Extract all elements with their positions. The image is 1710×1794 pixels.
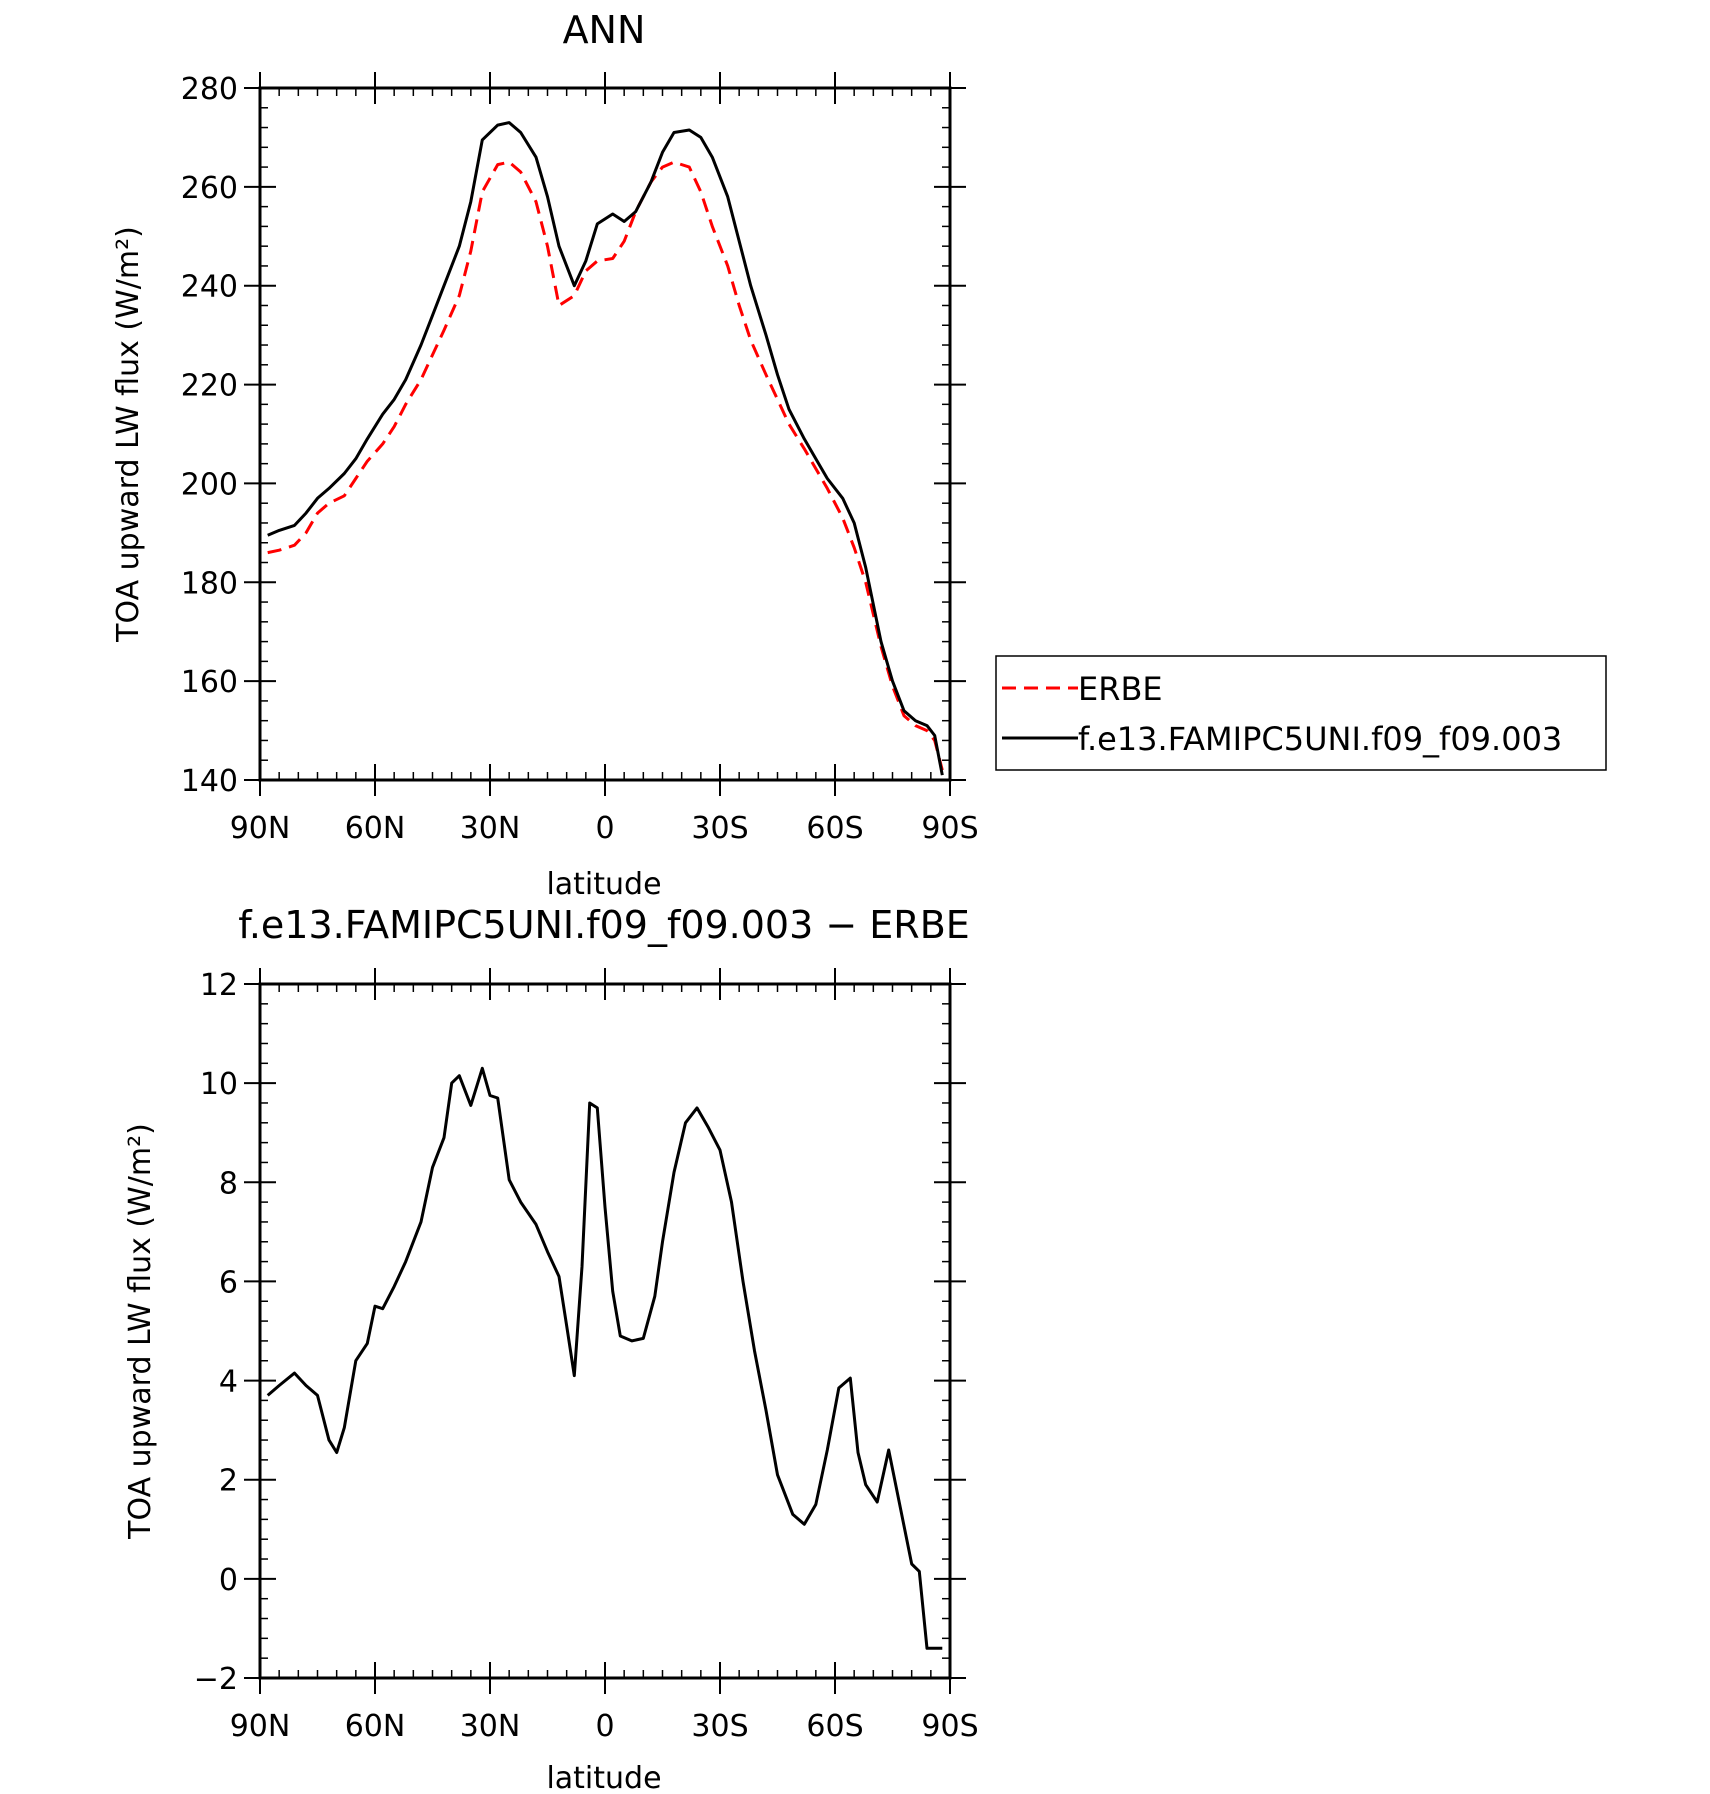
y-tick-label: 240 (181, 270, 238, 305)
x-tick-label: 90S (921, 1709, 978, 1744)
bottom-series-lines (266, 1066, 943, 1650)
y-tick-label: −2 (194, 1662, 238, 1697)
bottom-x-ticks: 90N 60N 30N 0 30S 60S 90S (230, 968, 979, 1744)
y-tick-label: 200 (181, 467, 238, 502)
y-tick-label: 220 (181, 369, 238, 404)
x-tick-label: 60S (806, 811, 863, 846)
legend-label-model: f.e13.FAMIPC5UNI.f09_f09.003 (1078, 720, 1562, 758)
x-tick-label: 90S (921, 811, 978, 846)
y-tick-label: 4 (219, 1365, 238, 1400)
y-tick-label: 2 (219, 1464, 238, 1499)
bottom-x-axis-label: latitude (546, 1761, 661, 1794)
bottom-panel: f.e13.FAMIPC5UNI.f09_f09.003 − ERBE −2 0 2… (123, 903, 979, 1794)
top-x-axis-label: latitude (546, 867, 661, 902)
top-x-ticks: 90N 60N 30N 0 30S 60S 90S (230, 72, 979, 846)
legend-box (995, 655, 1607, 771)
y-tick-label: 10 (200, 1067, 238, 1102)
top-chart-title: ANN (563, 8, 646, 52)
x-tick-label: 30N (460, 811, 521, 846)
y-tick-label: 12 (200, 968, 238, 1003)
top-y-ticks: 140 160 180 200 220 240 260 280 (181, 72, 966, 799)
x-tick-label: 60N (345, 811, 406, 846)
x-tick-label: 30S (691, 811, 748, 846)
bottom-y-axis-label: TOA upward LW flux (W/m²) (123, 1123, 158, 1540)
x-tick-label: 0 (595, 1709, 614, 1744)
series-line-difference (266, 1066, 943, 1650)
bottom-y-ticks: −2 0 2 4 6 8 10 12 (194, 968, 966, 1697)
x-tick-label: 30N (460, 1709, 521, 1744)
y-tick-label: 260 (181, 171, 238, 206)
x-tick-label: 0 (595, 811, 614, 846)
legend: ERBE f.e13.FAMIPC5UNI.f09_f09.003 (995, 655, 1607, 771)
y-tick-label: 6 (219, 1265, 238, 1300)
x-tick-label: 90N (230, 1709, 291, 1744)
top-plot-frame (258, 86, 952, 782)
top-y-axis-label: TOA upward LW flux (W/m²) (111, 226, 146, 643)
y-tick-label: 140 (181, 764, 238, 799)
x-tick-label: 30S (691, 1709, 748, 1744)
x-tick-label: 60S (806, 1709, 863, 1744)
x-tick-label: 60N (345, 1709, 406, 1744)
y-tick-label: 160 (181, 665, 238, 700)
bottom-chart-title: f.e13.FAMIPC5UNI.f09_f09.003 − ERBE (238, 903, 970, 947)
top-panel: ANN 140 160 180 200 220 240 260 280 90N 60N 30N 0 3… (111, 8, 1607, 902)
y-tick-label: 280 (181, 72, 238, 107)
series-line-erbe (267, 160, 944, 771)
legend-label-erbe: ERBE (1078, 670, 1163, 708)
y-tick-label: 180 (181, 566, 238, 601)
x-tick-label: 90N (230, 811, 291, 846)
bottom-plot-frame (258, 982, 952, 1680)
top-series-lines (267, 121, 944, 776)
series-line-f-e13-famipc5uni-f09-f09-003 (267, 121, 944, 776)
y-tick-label: 0 (219, 1563, 238, 1598)
y-tick-label: 8 (219, 1166, 238, 1201)
